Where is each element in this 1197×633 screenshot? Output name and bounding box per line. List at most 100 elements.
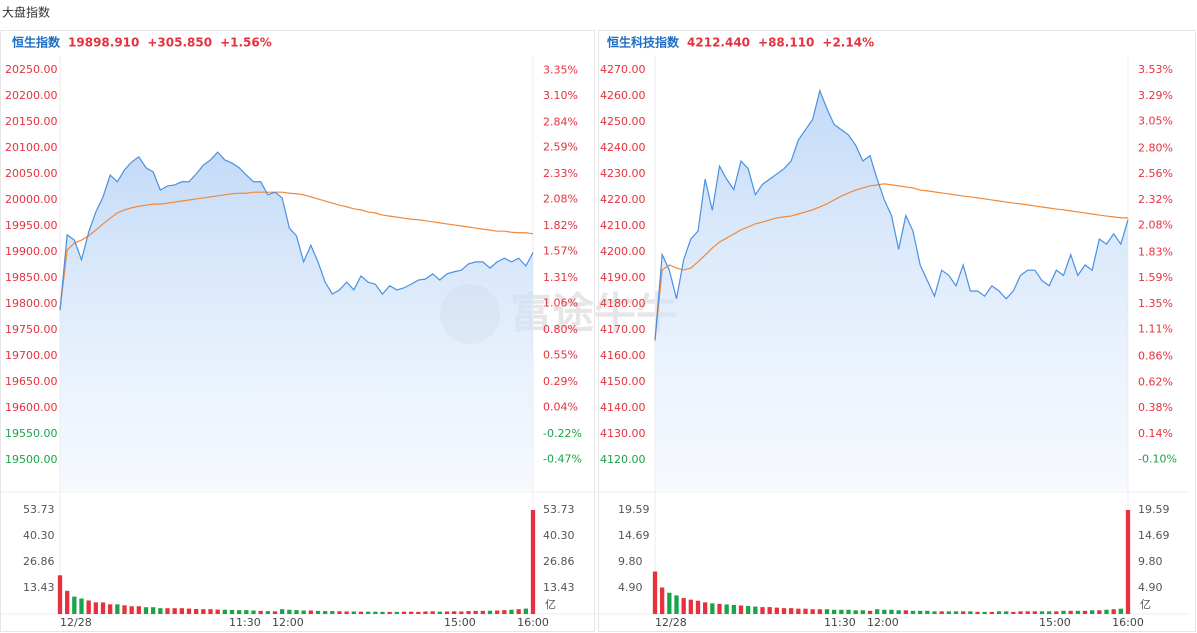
- volume-bar: [265, 611, 270, 614]
- volume-tick-label: 40.30: [23, 529, 55, 542]
- y-tick-label: 4240.00: [600, 141, 646, 154]
- volume-bar: [437, 611, 442, 614]
- volume-bar: [366, 611, 371, 614]
- average-line: [654, 183, 1128, 340]
- volume-bar: [208, 609, 213, 614]
- volume-bar: [1075, 610, 1080, 614]
- volume-tick-label: 14.69: [618, 529, 650, 542]
- volume-bar: [1032, 611, 1037, 614]
- volume-bar: [1025, 611, 1030, 614]
- volume-bar: [710, 603, 715, 614]
- volume-bar: [753, 606, 758, 614]
- volume-bar: [509, 609, 514, 614]
- price-area: [655, 90, 1128, 490]
- y2-tick-label: 1.59%: [1138, 271, 1173, 284]
- volume-bar: [516, 609, 521, 614]
- volume-bar: [860, 610, 865, 614]
- y-tick-label: 19850.00: [5, 271, 58, 284]
- x-tick-label: 11:30: [824, 616, 856, 629]
- y-tick-label: 19550.00: [5, 427, 58, 440]
- y-tick-label: 4190.00: [600, 271, 646, 284]
- y-tick-label: 4130.00: [600, 427, 646, 440]
- volume-bar: [767, 607, 772, 614]
- volume-bar: [222, 609, 227, 614]
- volume-bar: [867, 610, 873, 614]
- volume-bar: [244, 610, 249, 614]
- panel-border: [0, 30, 595, 632]
- volume-bar: [717, 603, 722, 614]
- y-tick-label: 4250.00: [600, 115, 646, 128]
- volume-tick-label: 9.80: [618, 555, 643, 568]
- volume-bar: [875, 609, 880, 614]
- volume-tick-label: 19.59: [1138, 503, 1170, 516]
- y2-tick-label: 2.33%: [543, 167, 578, 180]
- volume-bar: [1054, 611, 1059, 614]
- volume-tick-label: 26.86: [23, 555, 55, 568]
- y2-tick-label: 1.83%: [1138, 245, 1173, 258]
- y-tick-label: 20100.00: [5, 141, 58, 154]
- volume-bar: [215, 609, 220, 614]
- volume-bar: [308, 610, 313, 614]
- volume-tick-label: 4.90: [618, 581, 643, 594]
- y-tick-label: 19600.00: [5, 401, 58, 414]
- volume-bar: [703, 602, 708, 614]
- y2-tick-label: 0.62%: [1138, 375, 1173, 388]
- volume-bar: [681, 598, 686, 614]
- volume-bar: [179, 608, 184, 614]
- volume-bar: [86, 600, 91, 614]
- header-change: +305.850: [147, 36, 212, 50]
- volume-bar: [194, 608, 199, 614]
- x-tick-label: 15:00: [444, 616, 476, 629]
- x-tick-label: 16:00: [1112, 616, 1144, 629]
- volume-bar: [789, 608, 794, 614]
- volume-bar: [201, 609, 206, 614]
- header-last: 4212.440: [687, 36, 750, 50]
- volume-bar: [731, 604, 736, 614]
- y-tick-label: 19500.00: [5, 453, 58, 466]
- volume-tick-label: 53.73: [23, 503, 55, 516]
- y-tick-label: 19900.00: [5, 245, 58, 258]
- volume-bar: [358, 611, 364, 614]
- volume-tick-label: 19.59: [618, 503, 650, 516]
- volume-tick-label: 53.73: [543, 503, 575, 516]
- volume-bar: [108, 604, 113, 614]
- price-line: [654, 88, 1129, 341]
- volume-tick-label: 13.43: [543, 581, 575, 594]
- y2-tick-label: 2.08%: [543, 193, 578, 206]
- y-tick-label: 20150.00: [5, 115, 58, 128]
- y-tick-label: 19800.00: [5, 297, 58, 310]
- volume-bar: [1104, 609, 1109, 614]
- volume-bar: [882, 609, 887, 614]
- volume-bar: [72, 596, 77, 614]
- volume-bar: [287, 609, 292, 614]
- volume-bar: [1004, 611, 1009, 614]
- volume-bar: [495, 610, 500, 614]
- volume-bar: [1068, 610, 1073, 614]
- y2-tick-label: 0.86%: [1138, 350, 1173, 363]
- volume-bar: [409, 611, 414, 614]
- volume-bar: [122, 605, 127, 614]
- volume-bar: [387, 611, 392, 614]
- y-tick-label: 19650.00: [5, 375, 58, 388]
- volume-bar: [151, 607, 156, 614]
- volume-bar: [158, 608, 163, 614]
- page-title: 大盘指数: [2, 5, 50, 20]
- volume-bar: [982, 611, 987, 614]
- y2-tick-label: 3.35%: [543, 63, 578, 76]
- volume-bar: [889, 609, 894, 614]
- volume-bar: [373, 611, 378, 614]
- y-tick-label: 4210.00: [600, 219, 646, 232]
- y2-tick-label: 0.04%: [543, 401, 578, 414]
- x-tick-label: 12:00: [867, 616, 899, 629]
- header-last: 19898.910: [68, 36, 139, 50]
- y2-tick-label: 0.29%: [543, 375, 578, 388]
- volume-bar: [738, 605, 744, 614]
- volume-tick-label: 40.30: [543, 529, 575, 542]
- volume-bar: [1118, 608, 1123, 614]
- volume-bar: [115, 604, 120, 614]
- volume-bar: [280, 609, 285, 614]
- panel-border: [598, 30, 1196, 632]
- volume-bar: [172, 608, 177, 614]
- volume-bar: [65, 590, 70, 614]
